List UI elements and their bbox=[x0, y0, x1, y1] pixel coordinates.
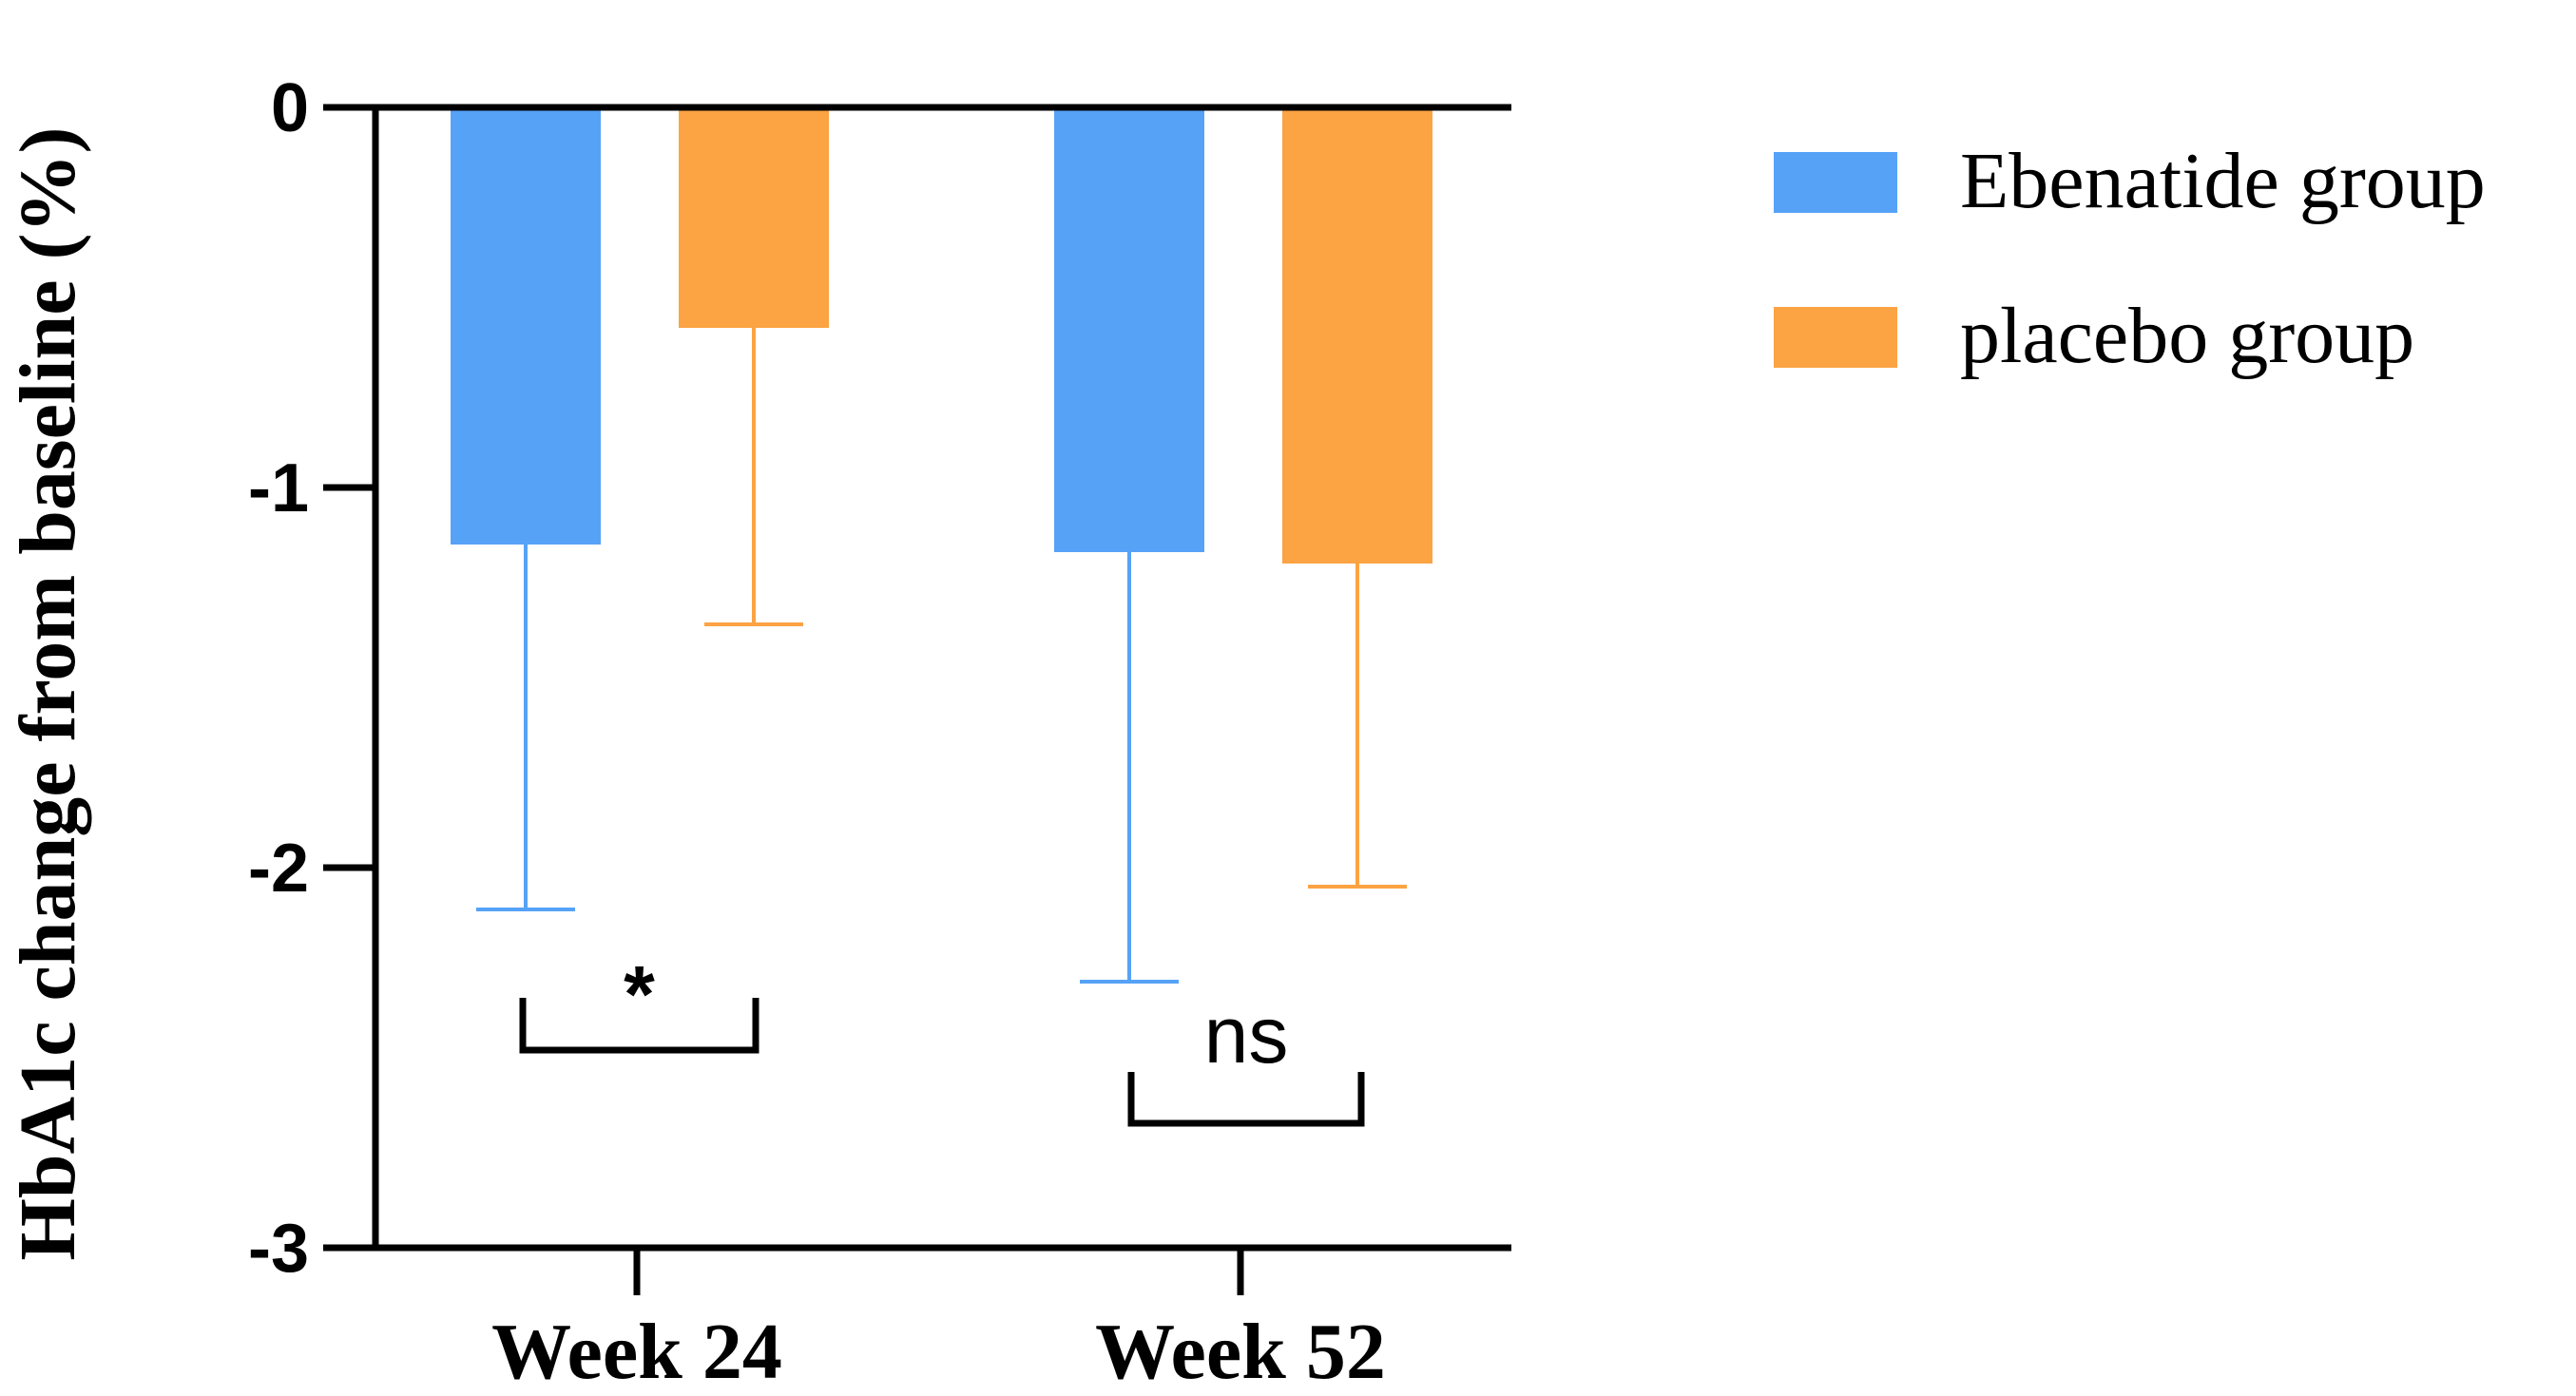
significance-label: ns bbox=[1204, 990, 1289, 1080]
y-tick-label: -3 bbox=[248, 1211, 309, 1287]
y-axis-title: HbA1c change from baseline (%) bbox=[4, 126, 92, 1260]
error-bar-ebenatide-week-24 bbox=[476, 545, 575, 911]
significance-label: * bbox=[624, 949, 655, 1039]
error-bar-placebo-week-52 bbox=[1308, 564, 1407, 889]
x-tick-label: Week 52 bbox=[1095, 1308, 1386, 1391]
bar-placebo-week-24 bbox=[679, 107, 829, 328]
error-bar-placebo-week-24 bbox=[704, 328, 803, 626]
y-tick-label: -1 bbox=[248, 450, 309, 526]
legend-swatch bbox=[1774, 152, 1897, 213]
significance-bracket bbox=[1127, 1072, 1365, 1127]
error-bar-ebenatide-week-52 bbox=[1080, 552, 1179, 984]
bar-ebenatide-week-52 bbox=[1054, 107, 1204, 552]
x-tick-label: Week 24 bbox=[491, 1308, 782, 1391]
y-tick-label: -2 bbox=[248, 831, 309, 907]
legend-swatch bbox=[1774, 307, 1897, 368]
legend-label: Ebenatide group bbox=[1960, 137, 2486, 225]
bar-placebo-week-52 bbox=[1282, 107, 1432, 564]
legend-label: placebo group bbox=[1960, 292, 2414, 380]
significance-bracket bbox=[519, 998, 759, 1054]
y-tick-label: 0 bbox=[271, 70, 309, 146]
bar-ebenatide-week-24 bbox=[451, 107, 601, 545]
